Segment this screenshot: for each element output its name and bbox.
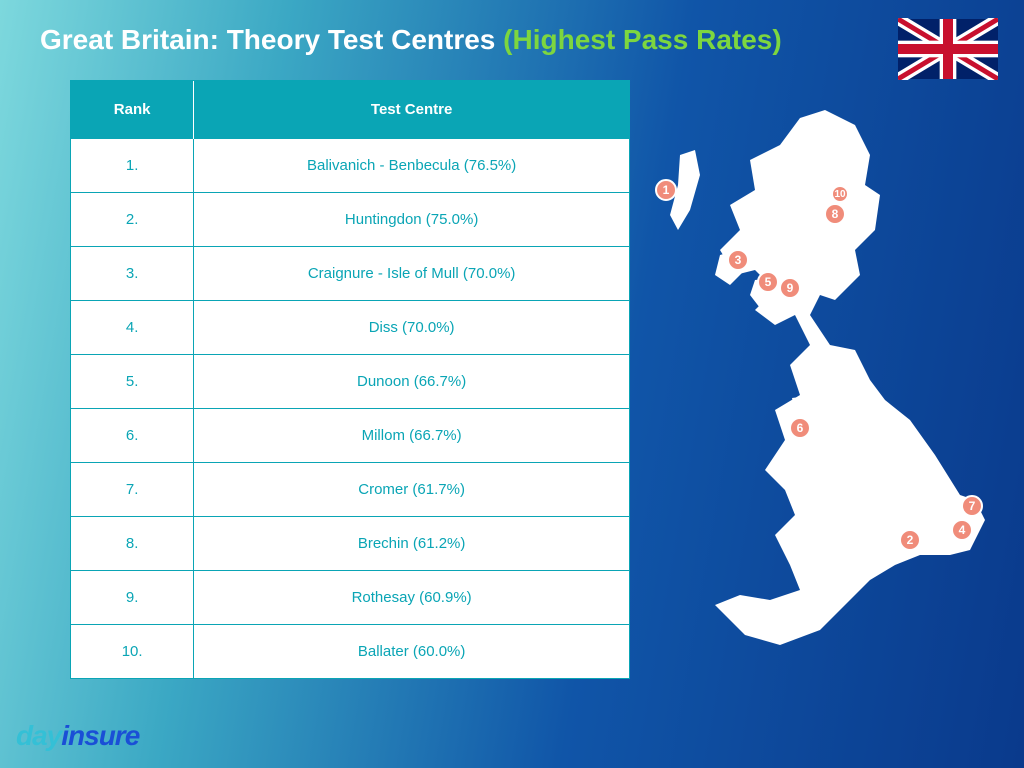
logo-part-day: day bbox=[16, 720, 61, 751]
cell-centre: Cromer (61.7%) bbox=[194, 463, 629, 517]
cell-rank: 6. bbox=[71, 409, 194, 463]
map-marker: 9 bbox=[779, 277, 801, 299]
cell-rank: 8. bbox=[71, 517, 194, 571]
table-row: 4.Diss (70.0%) bbox=[71, 301, 629, 355]
cell-rank: 10. bbox=[71, 625, 194, 679]
page-title: Great Britain: Theory Test Centres (High… bbox=[40, 24, 782, 56]
map-marker: 7 bbox=[961, 495, 983, 517]
table-row: 2.Huntingdon (75.0%) bbox=[71, 193, 629, 247]
table-row: 7.Cromer (61.7%) bbox=[71, 463, 629, 517]
table-row: 8.Brechin (61.2%) bbox=[71, 517, 629, 571]
table-row: 9.Rothesay (60.9%) bbox=[71, 571, 629, 625]
map-marker: 4 bbox=[951, 519, 973, 541]
logo-part-insure: insure bbox=[61, 720, 139, 751]
cell-rank: 1. bbox=[71, 139, 194, 193]
cell-centre: Diss (70.0%) bbox=[194, 301, 629, 355]
cell-centre: Ballater (60.0%) bbox=[194, 625, 629, 679]
table-row: 3.Craignure - Isle of Mull (70.0%) bbox=[71, 247, 629, 301]
title-subtitle: (Highest Pass Rates) bbox=[503, 24, 782, 55]
cell-centre: Huntingdon (75.0%) bbox=[194, 193, 629, 247]
cell-rank: 9. bbox=[71, 571, 194, 625]
uk-map: 12345678910 bbox=[660, 100, 1010, 660]
cell-centre: Rothesay (60.9%) bbox=[194, 571, 629, 625]
cell-rank: 5. bbox=[71, 355, 194, 409]
cell-rank: 4. bbox=[71, 301, 194, 355]
uk-flag-icon bbox=[898, 18, 998, 80]
table-row: 1.Balivanich - Benbecula (76.5%) bbox=[71, 139, 629, 193]
cell-rank: 7. bbox=[71, 463, 194, 517]
table-row: 5.Dunoon (66.7%) bbox=[71, 355, 629, 409]
map-marker: 8 bbox=[824, 203, 846, 225]
ranking-table: Rank Test Centre 1.Balivanich - Benbecul… bbox=[70, 80, 630, 679]
cell-rank: 3. bbox=[71, 247, 194, 301]
map-marker: 1 bbox=[655, 179, 677, 201]
cell-centre: Millom (66.7%) bbox=[194, 409, 629, 463]
table-row: 6.Millom (66.7%) bbox=[71, 409, 629, 463]
map-marker: 6 bbox=[789, 417, 811, 439]
map-marker: 5 bbox=[757, 271, 779, 293]
map-marker: 2 bbox=[899, 529, 921, 551]
cell-centre: Balivanich - Benbecula (76.5%) bbox=[194, 139, 629, 193]
cell-rank: 2. bbox=[71, 193, 194, 247]
map-marker: 10 bbox=[831, 185, 849, 203]
cell-centre: Dunoon (66.7%) bbox=[194, 355, 629, 409]
cell-centre: Craignure - Isle of Mull (70.0%) bbox=[194, 247, 629, 301]
title-main: Great Britain: Theory Test Centres bbox=[40, 24, 495, 55]
brand-logo: dayinsure bbox=[16, 720, 139, 752]
map-marker: 3 bbox=[727, 249, 749, 271]
cell-centre: Brechin (61.2%) bbox=[194, 517, 629, 571]
table-row: 10.Ballater (60.0%) bbox=[71, 625, 629, 679]
column-header-centre: Test Centre bbox=[194, 81, 629, 139]
column-header-rank: Rank bbox=[71, 81, 194, 139]
